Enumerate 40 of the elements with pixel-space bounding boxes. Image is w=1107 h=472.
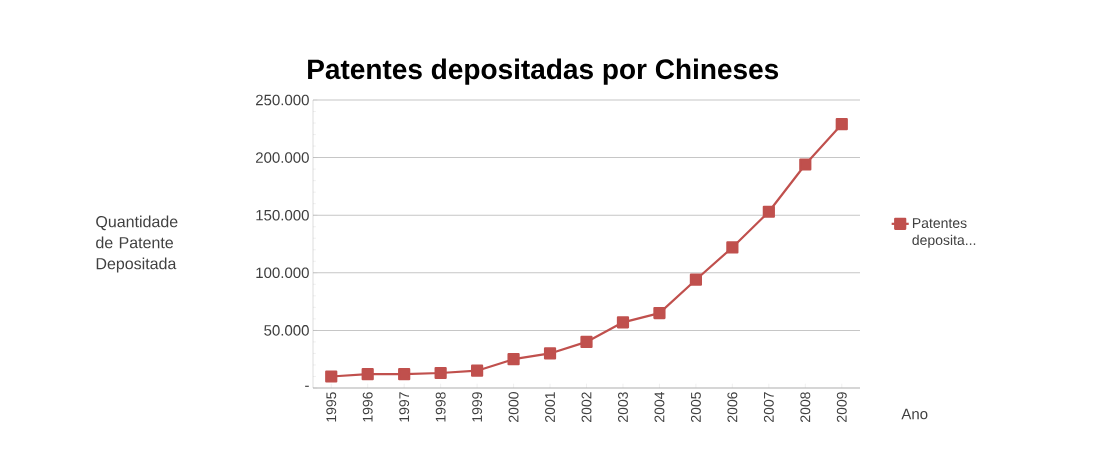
point [434,366,447,380]
x-tick-label: 2004 [654,391,665,422]
x-tick-label: 2005 [690,392,701,422]
point [507,353,520,366]
x-tick-label: 1998 [435,392,446,422]
point [616,316,630,329]
x-tick-label: 2006 [727,392,738,422]
x-tick-label: 2008 [800,392,811,422]
x-tick-label: 2000 [508,392,519,422]
point [361,368,374,381]
x-tick-label: 1999 [472,392,483,422]
y-tick-label: 250.000 [256,94,309,106]
x-tick-label: 1995 [326,392,337,422]
point [398,368,411,381]
x-tick-label: 2009 [836,392,847,422]
point [726,241,739,254]
point [543,347,557,360]
chart-title: Patentes depositadas por Chineses [308,58,779,85]
x-tick-label: 2001 [545,392,555,422]
x-tick-label: 2007 [763,392,774,422]
point [471,364,484,377]
point [325,370,338,383]
x-tick-label: 2003 [618,392,628,422]
y-axis-title: Quantidade de Patente Depositada [96,215,178,273]
point [799,158,812,171]
legend-label: Patentes deposita... [912,218,976,248]
y-tick-label: 50.000 [264,325,309,336]
y-tick-label: 150.000 [256,209,309,221]
x-axis-title: Ano [901,408,928,420]
x-tick-label: 1996 [362,392,373,422]
point [835,118,848,131]
point [653,307,666,320]
point [580,335,593,349]
y-tick-label: 100.000 [256,267,309,279]
x-tick-label: 2002 [581,392,592,422]
point [689,273,702,286]
x-tick-label: 1997 [399,392,410,422]
y-tick-label: - [305,385,309,387]
point [762,205,775,218]
y-tick-label: 200.000 [256,152,309,163]
